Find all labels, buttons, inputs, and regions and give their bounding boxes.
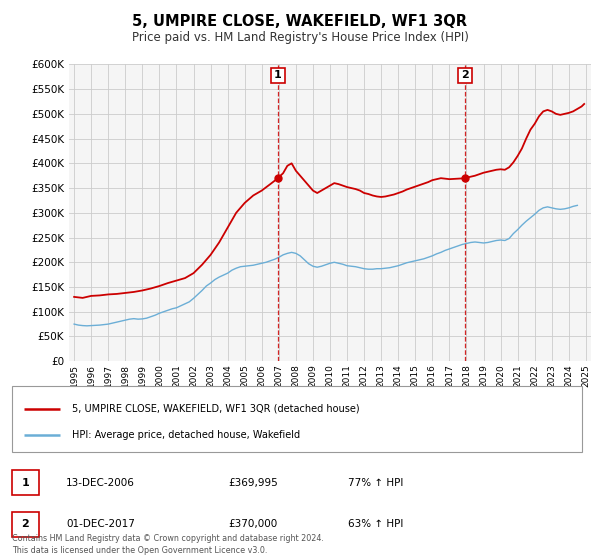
Text: 01-DEC-2017: 01-DEC-2017 [66,519,135,529]
Text: 1: 1 [22,478,29,488]
Text: 77% ↑ HPI: 77% ↑ HPI [348,478,403,488]
Text: 2: 2 [461,71,469,80]
Text: Price paid vs. HM Land Registry's House Price Index (HPI): Price paid vs. HM Land Registry's House … [131,31,469,44]
FancyBboxPatch shape [12,386,582,452]
FancyBboxPatch shape [12,512,39,536]
Text: Contains HM Land Registry data © Crown copyright and database right 2024.
This d: Contains HM Land Registry data © Crown c… [12,534,324,554]
Text: 13-DEC-2006: 13-DEC-2006 [66,478,135,488]
Text: HPI: Average price, detached house, Wakefield: HPI: Average price, detached house, Wake… [72,430,300,440]
Text: £369,995: £369,995 [228,478,278,488]
Text: 63% ↑ HPI: 63% ↑ HPI [348,519,403,529]
Text: 5, UMPIRE CLOSE, WAKEFIELD, WF1 3QR: 5, UMPIRE CLOSE, WAKEFIELD, WF1 3QR [133,14,467,29]
Text: 5, UMPIRE CLOSE, WAKEFIELD, WF1 3QR (detached house): 5, UMPIRE CLOSE, WAKEFIELD, WF1 3QR (det… [72,404,359,414]
Text: £370,000: £370,000 [228,519,277,529]
Text: 2: 2 [22,519,29,529]
Text: 1: 1 [274,71,282,80]
FancyBboxPatch shape [12,470,39,496]
